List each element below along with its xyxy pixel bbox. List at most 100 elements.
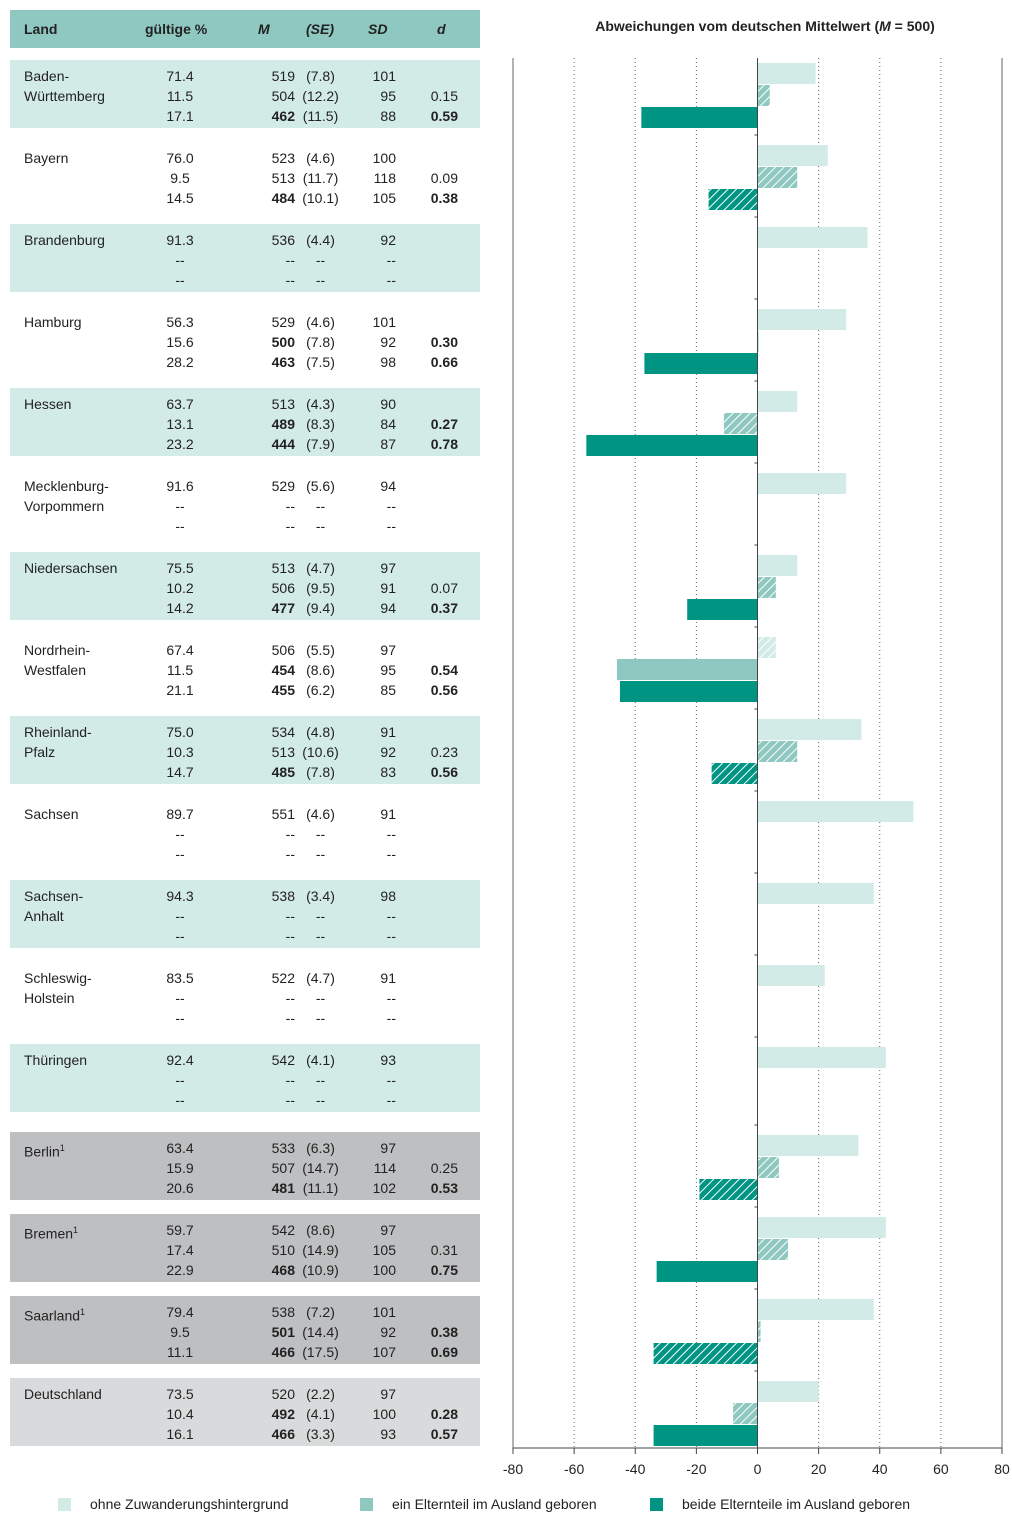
bar [757, 473, 847, 494]
land-name-line: Pfalz [24, 744, 56, 760]
cell-m: 468 [271, 1262, 295, 1278]
cell-se: (14.7) [302, 1160, 339, 1176]
cell-sd: 92 [380, 1324, 396, 1340]
chart-title: Abweichungen vom deutschen Mittelwert (M… [595, 18, 935, 34]
cell-m: 551 [271, 806, 295, 822]
cell-se: (7.2) [306, 1304, 335, 1320]
land-name-line: Westfalen [24, 662, 86, 678]
cell-m: 454 [271, 662, 295, 678]
land-name-line: Hessen [24, 396, 72, 412]
bar [757, 1217, 886, 1238]
table-block: Hessen 63.7 513 (4.3) 90 13.1 489 (8.3) 84 0.27 23… [10, 388, 480, 456]
cell-valid: 14.7 [166, 764, 194, 780]
cell-valid: 28.2 [166, 354, 194, 370]
cell-sd: 107 [372, 1344, 396, 1360]
bar [757, 801, 914, 822]
land-name-line: Saarland1 [24, 1307, 86, 1324]
cell-m: 523 [271, 150, 295, 166]
bar [757, 391, 798, 412]
bar [757, 555, 798, 576]
bar [616, 659, 758, 680]
cell-valid: 91.3 [166, 232, 194, 248]
cell-se: (11.7) [302, 170, 339, 186]
cell-se: (4.4) [306, 232, 335, 248]
x-tick-label: -80 [503, 1461, 523, 1477]
cell-sd: -- [386, 498, 396, 514]
cell-valid: 20.6 [166, 1180, 194, 1196]
x-tick-label: -60 [564, 1461, 584, 1477]
cell-m: 484 [271, 190, 295, 206]
bar [757, 1239, 789, 1260]
cell-valid: 10.4 [166, 1406, 194, 1422]
cell-m: 481 [271, 1180, 295, 1196]
cell-valid: 9.5 [170, 1324, 190, 1340]
cell-sd: 101 [372, 68, 396, 84]
table-block: Thüringen 92.4 542 (4.1) 93 -- -- -- -- -- -- -- -- [10, 1044, 480, 1112]
cell-sd: -- [386, 518, 396, 534]
cell-sd: 94 [380, 600, 396, 616]
bar [757, 63, 816, 84]
footnote-marker: 1 [59, 1143, 65, 1153]
bar [757, 577, 776, 598]
bar [733, 1403, 758, 1424]
cell-se: (9.4) [306, 600, 335, 616]
cell-m: 501 [271, 1324, 295, 1340]
cell-se: (6.2) [306, 682, 335, 698]
cell-d: 0.56 [430, 764, 458, 780]
bar [644, 353, 758, 374]
cell-valid: 63.4 [166, 1140, 194, 1156]
cell-m: 513 [271, 170, 295, 186]
cell-m: 538 [271, 1304, 295, 1320]
bar [757, 1299, 874, 1320]
cell-se: (12.2) [302, 88, 339, 104]
cell-valid: 89.7 [166, 806, 194, 822]
cell-m: 536 [271, 232, 295, 248]
cell-d: 0.28 [430, 1406, 458, 1422]
cell-m: 522 [271, 970, 295, 986]
cell-m: 504 [271, 88, 295, 104]
cell-se: (4.7) [306, 560, 335, 576]
cell-se: (8.6) [306, 662, 335, 678]
land-name: Nordrhein- Westfalen [24, 640, 90, 680]
cell-d: 0.59 [430, 108, 458, 124]
land-name: Deutschland [24, 1384, 102, 1404]
cell-valid: 56.3 [166, 314, 194, 330]
cell-valid: 11.5 [166, 662, 194, 678]
cell-se: (10.9) [302, 1262, 339, 1278]
cell-valid: 91.6 [166, 478, 194, 494]
cell-d: 0.54 [430, 662, 458, 678]
cell-d: 0.30 [430, 334, 458, 350]
cell-sd: 85 [380, 682, 396, 698]
cell-valid: 22.9 [166, 1262, 194, 1278]
cell-se: (4.1) [306, 1052, 335, 1068]
land-name-line: Hamburg [24, 314, 82, 330]
cell-valid: 75.0 [166, 724, 194, 740]
cell-m: -- [285, 518, 295, 534]
cell-sd: -- [386, 908, 396, 924]
bar [757, 719, 862, 740]
bar [723, 413, 758, 434]
table-block: Sachsen- Anhalt 94.3 538 (3.4) 98 -- -- -- -- -- --… [10, 880, 480, 948]
cell-se: -- [315, 518, 326, 534]
land-name: Berlin1 [24, 1138, 65, 1162]
land-name-line: Anhalt [24, 908, 64, 924]
cell-valid: -- [175, 252, 185, 268]
cell-sd: 94 [380, 478, 396, 494]
cell-se: (17.5) [302, 1344, 339, 1360]
x-tick-label: -40 [625, 1461, 645, 1477]
cell-sd: 92 [380, 334, 396, 350]
cell-sd: 88 [380, 108, 396, 124]
cell-m: 513 [271, 396, 295, 412]
table-block: Schleswig- Holstein 83.5 522 (4.7) 91 -- -- -- --… [10, 962, 480, 1030]
table-block: Saarland1 79.4 538 (7.2) 101 9.5 501 (14.4) 92 0.… [10, 1296, 480, 1364]
table-block: Deutschland 73.5 520 (2.2) 97 10.4 492 (4.1) 100… [10, 1378, 480, 1446]
cell-m: 542 [271, 1052, 295, 1068]
cell-valid: 11.5 [166, 88, 194, 104]
cell-sd: -- [386, 1072, 396, 1088]
header-valid-percent: gültige % [145, 21, 208, 37]
cell-sd: -- [386, 826, 396, 842]
cell-m: 538 [271, 888, 295, 904]
header-mean: M [258, 21, 270, 37]
header-land: Land [24, 21, 58, 37]
